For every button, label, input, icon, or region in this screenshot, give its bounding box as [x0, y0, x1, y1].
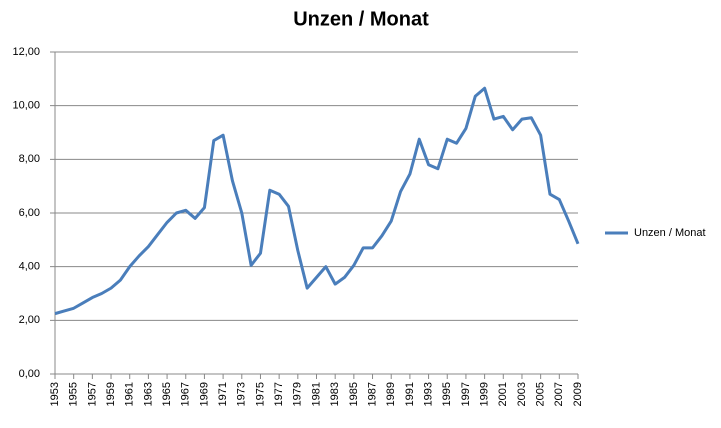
x-tick-label: 1993: [422, 382, 434, 406]
x-tick-label: 1967: [180, 382, 192, 406]
x-tick-label: 1985: [348, 382, 360, 406]
x-tick-label: 1971: [217, 382, 229, 406]
x-tick-label: 2005: [535, 382, 547, 406]
x-tick-label: 1961: [124, 382, 136, 406]
y-tick-label: 12,00: [12, 46, 40, 58]
y-tick-label: 2,00: [19, 314, 40, 326]
x-tick-label: 1975: [254, 382, 266, 406]
y-tick-label: 6,00: [19, 207, 40, 219]
x-tick-label: 1995: [441, 382, 453, 406]
x-tick-label: 1953: [49, 382, 61, 406]
y-tick-label: 4,00: [19, 261, 40, 273]
x-tick-label: 1979: [292, 382, 304, 406]
x-tick-label: 1969: [198, 382, 210, 406]
x-tick-label: 1991: [404, 382, 416, 406]
chart-title: Unzen / Monat: [293, 8, 429, 30]
legend-label: Unzen / Monat: [634, 227, 706, 239]
x-tick-label: 1963: [142, 382, 154, 406]
x-tick-label: 1957: [86, 382, 98, 406]
y-tick-label: 0,00: [19, 368, 40, 380]
x-tick-label: 1999: [479, 382, 491, 406]
x-tick-label: 1989: [385, 382, 397, 406]
y-tick-label: 8,00: [19, 153, 40, 165]
x-tick-label: 1973: [236, 382, 248, 406]
series-line: [54, 86, 580, 316]
x-tick-label: 1997: [460, 382, 472, 406]
x-tick-label: 1977: [273, 382, 285, 406]
x-tick-label: 1959: [105, 382, 117, 406]
x-tick-label: 2001: [497, 382, 509, 406]
x-tick-label: 1981: [310, 382, 322, 406]
x-tick-label: 1987: [366, 382, 378, 406]
y-tick-label: 10,00: [12, 100, 40, 112]
x-tick-label: 1965: [161, 382, 173, 406]
x-tick-label: 2007: [553, 382, 565, 406]
x-tick-label: 2009: [572, 382, 584, 406]
x-tick-label: 1955: [68, 382, 80, 406]
x-tick-label: 1983: [329, 382, 341, 406]
x-tick-label: 2003: [516, 382, 528, 406]
